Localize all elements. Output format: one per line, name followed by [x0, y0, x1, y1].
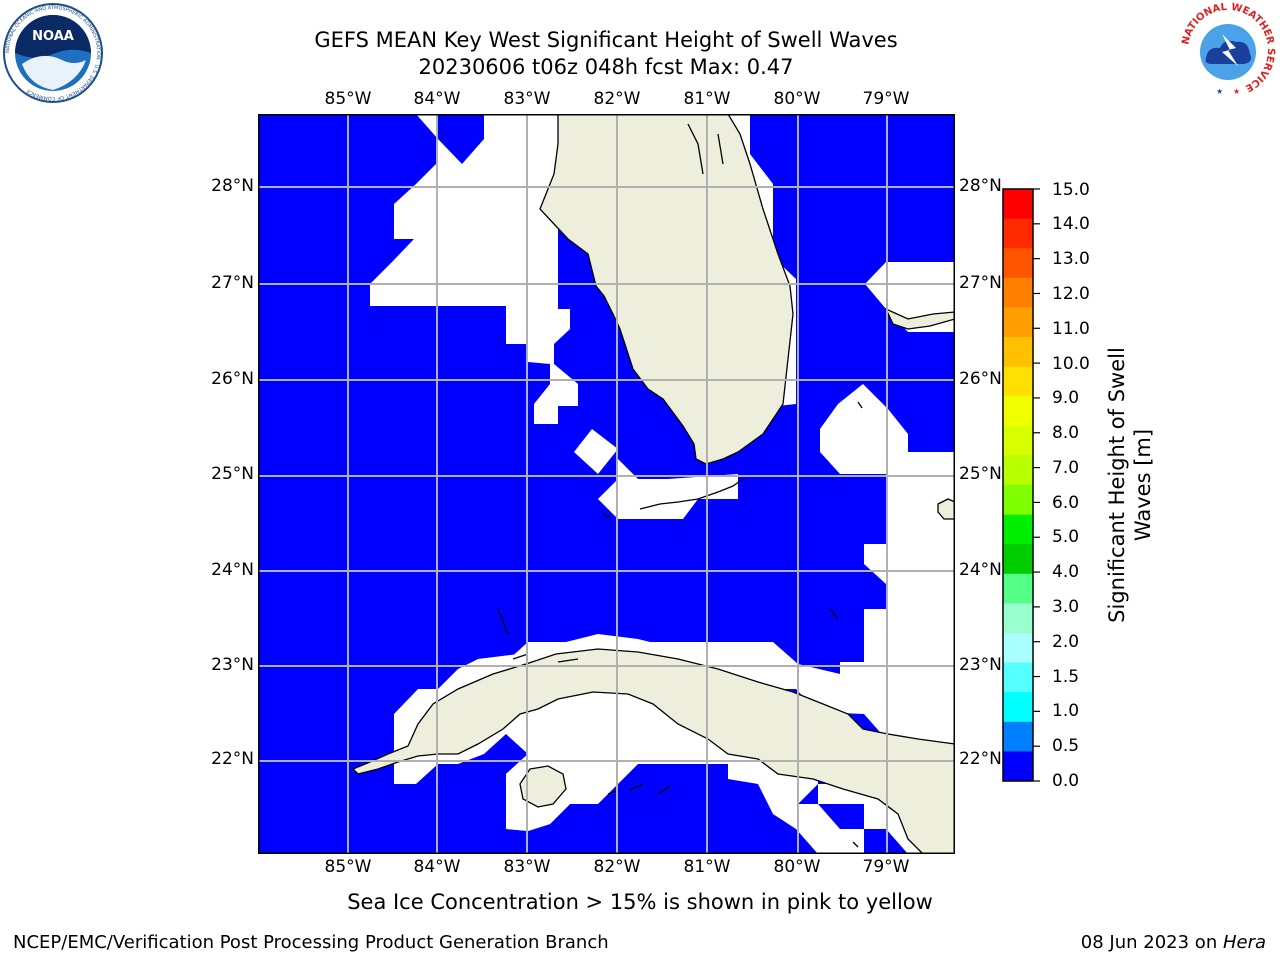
lon-label-top: 79°W	[862, 89, 910, 109]
colorbar-tick-label: 8.0	[1052, 423, 1080, 443]
lat-label-right: 24°N	[959, 560, 1002, 580]
lon-label-bottom: 83°W	[503, 857, 551, 877]
svg-text:★: ★	[1233, 87, 1240, 96]
colorbar-band	[1003, 425, 1033, 456]
colorbar-band	[1003, 721, 1033, 752]
colorbar-tick-label: 13.0	[1052, 249, 1090, 269]
florida-land	[539, 114, 794, 465]
lon-label-top: 82°W	[593, 89, 641, 109]
colorbar-tick-label: 9.0	[1052, 388, 1080, 408]
bahamas-andros	[937, 498, 955, 520]
colorbar-tick-label: 5.0	[1052, 527, 1080, 547]
lat-label-left: 25°N	[211, 464, 254, 484]
colorbar-tick-label: 0.5	[1052, 736, 1080, 756]
lon-label-top: 80°W	[773, 89, 821, 109]
colorbar-band	[1003, 662, 1033, 693]
noaa-logo: NOAA NATIONAL OCEANIC AND ATMOSPHERIC AD…	[3, 3, 103, 103]
lon-label-bottom: 81°W	[683, 857, 731, 877]
colorbar-band	[1003, 337, 1033, 368]
graticule	[258, 114, 955, 854]
colorbar-band	[1003, 396, 1033, 427]
lon-label-bottom: 84°W	[413, 857, 461, 877]
lat-label-right: 23°N	[959, 655, 1002, 675]
colorbar-band	[1003, 544, 1033, 575]
lat-label-left: 23°N	[211, 655, 254, 675]
map-frame	[258, 114, 955, 854]
colorbar-band	[1003, 189, 1033, 220]
colorbar-tick-label: 14.0	[1052, 214, 1090, 234]
bahamas-grand-bahama	[884, 307, 955, 330]
colorbar-tick-label: 10.0	[1052, 354, 1090, 374]
noaa-logo-text: NOAA	[32, 29, 74, 44]
svg-text:★: ★	[1216, 87, 1223, 96]
colorbar	[1002, 188, 1040, 782]
colorbar-label: Significant Height of Swell Waves [m]	[1105, 347, 1155, 623]
lon-label-bottom: 85°W	[324, 857, 372, 877]
colorbar-tick-label: 0.0	[1052, 771, 1080, 791]
footer-branch: NCEP/EMC/Verification Post Processing Pr…	[13, 932, 609, 953]
lat-label-left: 28°N	[211, 176, 254, 196]
lon-label-top: 84°W	[413, 89, 461, 109]
footer-machine: Hera	[1222, 932, 1266, 953]
title-line-1: GEFS MEAN Key West Significant Height of…	[314, 28, 898, 52]
colorbar-frame	[1002, 188, 1034, 782]
sea-ice-note: Sea Ice Concentration > 15% is shown in …	[347, 890, 933, 914]
colorbar-band	[1003, 751, 1033, 782]
colorbar-band	[1003, 307, 1033, 338]
colorbar-tick-label: 4.0	[1052, 562, 1080, 582]
map-panel	[258, 114, 955, 854]
lon-label-bottom: 79°W	[862, 857, 910, 877]
footer-date: 08 Jun 2023 on Hera	[1081, 932, 1266, 953]
colorbar-band	[1003, 573, 1033, 604]
colorbar-band	[1003, 455, 1033, 486]
colorbar-tick-label: 2.0	[1052, 632, 1080, 652]
title-line-2: 20230606 t06z 048h fcst Max: 0.47	[418, 55, 794, 79]
colorbar-band	[1003, 514, 1033, 545]
colorbar-tick-label: 3.0	[1052, 597, 1080, 617]
colorbar-band	[1003, 277, 1033, 308]
lat-label-right: 28°N	[959, 176, 1002, 196]
colorbar-band	[1003, 218, 1033, 249]
colorbar-band	[1003, 692, 1033, 723]
colorbar-tick-label: 6.0	[1052, 493, 1080, 513]
lat-label-right: 27°N	[959, 273, 1002, 293]
land	[351, 114, 955, 854]
lon-label-top: 81°W	[683, 89, 731, 109]
lat-label-left: 22°N	[211, 749, 254, 769]
lat-label-left: 24°N	[211, 560, 254, 580]
lat-label-right: 26°N	[959, 369, 1002, 389]
lon-label-top: 85°W	[324, 89, 372, 109]
colorbar-tick-label: 12.0	[1052, 284, 1090, 304]
lon-label-bottom: 82°W	[593, 857, 641, 877]
islands	[497, 123, 863, 848]
isla-juventud-land	[519, 765, 567, 808]
colorbar-tick-label: 1.0	[1052, 701, 1080, 721]
lat-label-right: 22°N	[959, 749, 1002, 769]
lon-label-top: 83°W	[503, 89, 551, 109]
colorbar-band	[1003, 366, 1033, 397]
nws-logo: NATIONAL WEATHER SERVICE ★ ★	[1180, 2, 1276, 98]
lon-label-bottom: 80°W	[773, 857, 821, 877]
colorbar-band	[1003, 248, 1033, 279]
colorbar-tick-label: 1.5	[1052, 667, 1080, 687]
colorbar-tick-label: 15.0	[1052, 180, 1090, 200]
colorbar-tick-label: 11.0	[1052, 319, 1090, 339]
colorbar-band	[1003, 485, 1033, 516]
lat-label-left: 27°N	[211, 273, 254, 293]
colorbar-band	[1003, 633, 1033, 664]
footer-date-text: 08 Jun 2023 on	[1080, 932, 1223, 953]
colorbar-band	[1003, 603, 1033, 634]
colorbar-tick-label: 7.0	[1052, 458, 1080, 478]
lat-label-left: 26°N	[211, 369, 254, 389]
lat-label-right: 25°N	[959, 464, 1002, 484]
